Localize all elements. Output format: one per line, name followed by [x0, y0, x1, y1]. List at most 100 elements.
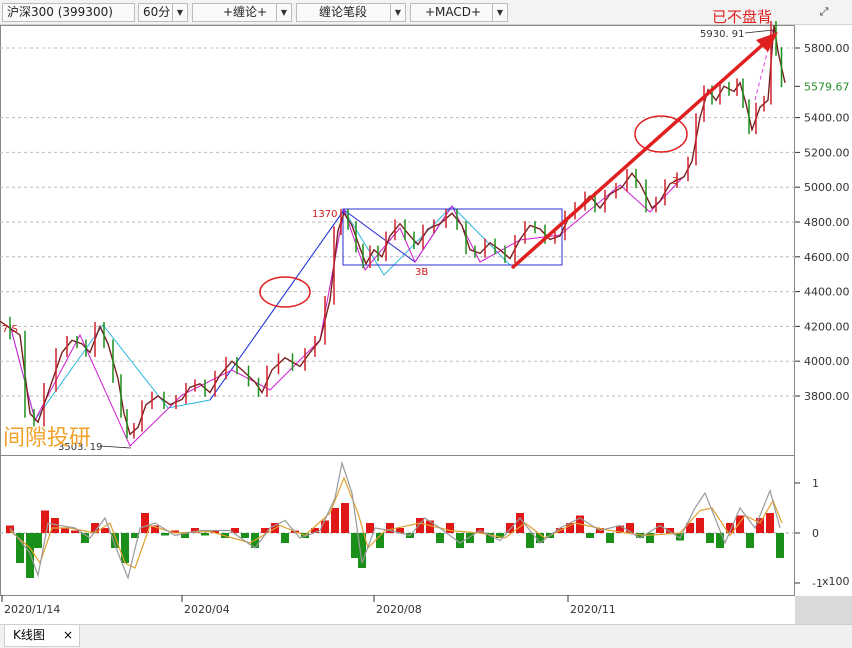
- tab-kline-label: K线图: [13, 628, 45, 642]
- peak-annotation: 已不盘背: [712, 8, 772, 26]
- time-tick-label: 2020/11: [570, 603, 616, 616]
- indicator3-label: +MACD+: [425, 5, 482, 19]
- macd-bar: [606, 533, 614, 543]
- time-tick-label: 2020/1/14: [4, 603, 60, 616]
- macd-bar: [666, 528, 674, 533]
- macd-bar: [311, 528, 319, 533]
- macd-bar: [351, 533, 359, 558]
- macd-bar: [151, 525, 159, 533]
- time-tick-label: 2020/08: [376, 603, 422, 616]
- low-price-label: 3503. 19: [58, 442, 103, 453]
- macd-bar: [41, 510, 49, 533]
- macd-bar: [456, 533, 464, 548]
- macd-tick-label: -1: [812, 577, 823, 590]
- indicator-dropdown-chan[interactable]: +缠论+ ▼: [192, 3, 292, 22]
- macd-bar: [201, 533, 209, 536]
- bottom-tab-bar: K线图 ×: [0, 624, 852, 648]
- price-tick-label: 5400.00: [804, 112, 850, 125]
- macd-bar: [386, 523, 394, 533]
- price-axis: 3800.00 4000.00 4200.00 4400.00 4600.00 4800.…: [795, 42, 850, 403]
- price-tick-label: 4800.00: [804, 216, 850, 229]
- macd-bar: [506, 523, 514, 533]
- macd-bar: [566, 523, 574, 533]
- period-label: 60分: [143, 5, 171, 19]
- segment-line-blue: [209, 205, 453, 401]
- macd-bar: [358, 533, 366, 568]
- macd-bar: [16, 533, 24, 563]
- pivot-zone-box: [342, 208, 563, 266]
- macd-tick-label: 0: [812, 527, 819, 540]
- macd-bar: [396, 528, 404, 533]
- chevron-down-icon: ▼: [390, 4, 405, 21]
- price-tick-label: 5200.00: [804, 146, 850, 159]
- expand-icon[interactable]: ⤢: [819, 5, 829, 18]
- macd-bar: [436, 533, 444, 543]
- time-tick-label: 2020/04: [184, 603, 230, 616]
- high-leader-line: [744, 29, 774, 34]
- macd-bar: [746, 533, 754, 548]
- macd-axis: 1 0 -1: [795, 477, 823, 590]
- indicator-dropdown-segments[interactable]: 缠论笔段 ▼: [296, 3, 406, 22]
- macd-bar: [586, 533, 594, 538]
- time-axis: 2020/1/14 2020/04 2020/08 2020/11: [1, 595, 616, 616]
- macd-bar: [426, 520, 434, 533]
- macd-bar: [766, 513, 774, 533]
- chevron-down-icon: ▼: [172, 4, 187, 21]
- macd-bar: [706, 533, 714, 543]
- macd-bar: [34, 533, 42, 548]
- macd-bar: [726, 523, 734, 533]
- macd-bar: [51, 518, 59, 533]
- macd-bar: [341, 503, 349, 533]
- macd-bar: [616, 525, 624, 533]
- macd-bar: [366, 523, 374, 533]
- period-dropdown[interactable]: 60分 ▼: [138, 3, 188, 22]
- low-leader-line: [99, 445, 132, 449]
- dashed-peak-line: [754, 29, 774, 101]
- high-price-label: 5930. 91: [700, 29, 745, 40]
- macd-bar: [321, 520, 329, 533]
- price-tick-label: 4600.00: [804, 251, 850, 264]
- macd-bar: [61, 528, 69, 533]
- macd-bar: [91, 523, 99, 533]
- macd-bar: [181, 533, 189, 538]
- label-1370: 1370: [312, 209, 337, 220]
- macd-bar: [101, 528, 109, 533]
- macd-bar: [261, 528, 269, 533]
- macd-bar: [626, 523, 634, 533]
- price-tick-label: 4000.00: [804, 355, 850, 368]
- macd-bar: [191, 528, 199, 533]
- price-series: [0, 21, 786, 439]
- tab-kline[interactable]: K线图 ×: [4, 625, 80, 647]
- price-grid: [0, 47, 795, 397]
- macd-bar: [81, 533, 89, 543]
- macd-bar: [281, 533, 289, 543]
- macd-lines: [9, 460, 783, 580]
- symbol-label: 沪深300 (399300): [7, 5, 113, 19]
- macd-bar: [776, 533, 784, 558]
- macd-bar: [331, 508, 339, 533]
- macd-bar: [121, 533, 129, 563]
- macd-bar: [486, 533, 494, 543]
- label-3s-left: 7 S: [2, 324, 18, 335]
- price-tick-label: 4200.00: [804, 320, 850, 333]
- macd-bar: [716, 533, 724, 548]
- segment-line-cyan: [9, 205, 511, 422]
- indicator-dropdown-macd[interactable]: +MACD+ ▼: [410, 3, 508, 22]
- price-tick-label: 5000.00: [804, 181, 850, 194]
- trend-arrow-head: [756, 32, 778, 52]
- macd-bar: [496, 533, 504, 538]
- macd-bar: [6, 525, 14, 533]
- axis-corner: [795, 596, 852, 624]
- macd-bar: [736, 515, 744, 533]
- macd-bar: [26, 533, 34, 578]
- chevron-down-icon: ▼: [492, 4, 507, 21]
- price-tick-label: 4400.00: [804, 286, 850, 299]
- macd-bar: [466, 533, 474, 543]
- macd-tick-label: 1: [812, 477, 819, 490]
- macd-bar: [536, 533, 544, 543]
- macd-histogram: [6, 503, 784, 578]
- close-icon[interactable]: ×: [62, 628, 73, 642]
- highlight-ellipse-right: [634, 115, 688, 153]
- symbol-selector[interactable]: 沪深300 (399300): [2, 3, 135, 22]
